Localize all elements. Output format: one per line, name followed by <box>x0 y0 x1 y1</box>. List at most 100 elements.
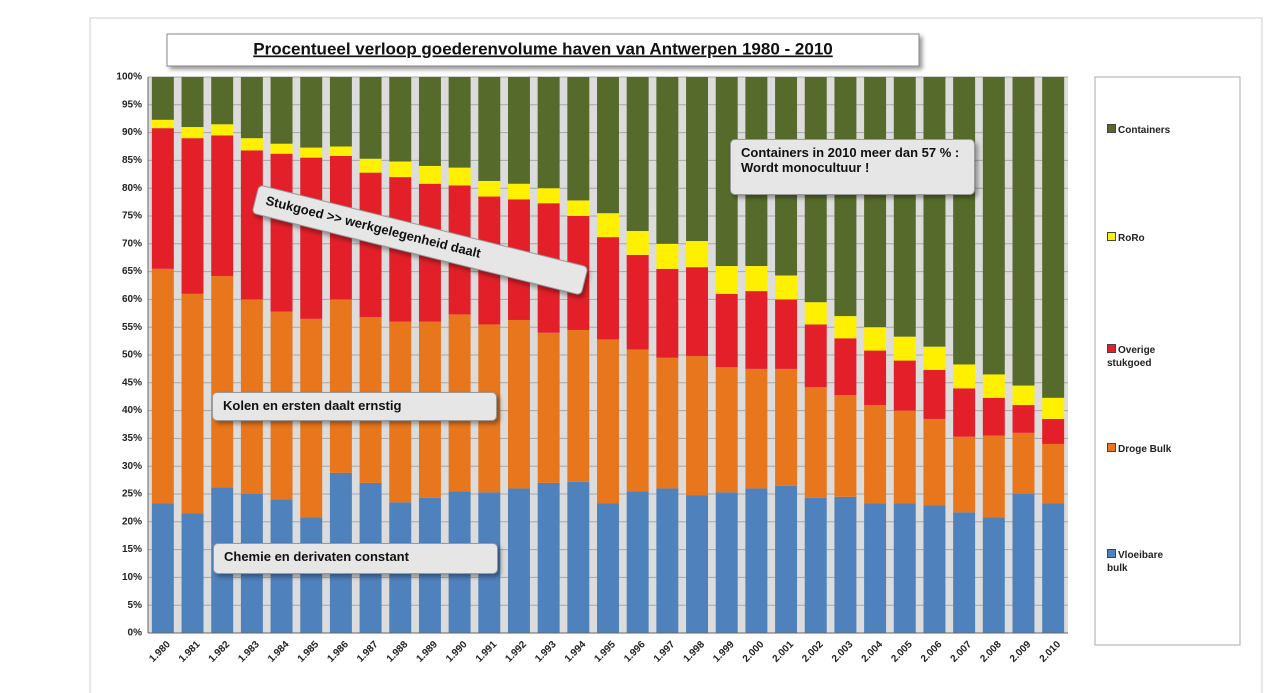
legend-label: Containers <box>1118 125 1171 136</box>
bar-segment <box>597 77 619 214</box>
bar-segment <box>270 143 293 154</box>
x-tick-label: 1.991 <box>474 639 500 665</box>
bar-segment <box>300 157 323 319</box>
bar-segment <box>834 338 857 396</box>
bar-segment <box>329 77 352 147</box>
bar-segment <box>715 367 738 493</box>
bar-segment <box>418 77 441 166</box>
bar-segment <box>537 77 560 189</box>
x-tick-label: 2.010 <box>1038 639 1064 665</box>
bar-segment <box>982 374 1005 398</box>
x-tick-label: 1.985 <box>296 639 322 665</box>
y-tick-label: 65% <box>122 266 142 277</box>
bar-segment <box>804 497 827 633</box>
y-tick-label: 45% <box>122 377 142 388</box>
bar-segment <box>567 77 590 201</box>
bar-segment <box>656 357 679 489</box>
bar-segment <box>864 77 887 328</box>
bar-segment <box>240 150 263 300</box>
y-tick-label: 35% <box>122 433 142 444</box>
legend-entry: Overige stukgoed <box>1107 344 1177 370</box>
y-tick-label: 85% <box>122 155 142 166</box>
bar-segment <box>1042 77 1065 398</box>
bar-segment <box>953 388 976 437</box>
y-tick-label: 40% <box>122 405 142 416</box>
y-tick-label: 70% <box>122 238 142 249</box>
bar-segment <box>775 299 798 369</box>
x-tick-label: 1.987 <box>355 639 381 665</box>
bar-segment <box>923 346 946 371</box>
legend-swatch <box>1107 549 1116 558</box>
x-tick-label: 1.980 <box>147 639 173 665</box>
bar-segment <box>1012 405 1035 433</box>
x-tick-label: 2.002 <box>800 639 826 665</box>
x-tick-label: 2.009 <box>1008 639 1034 665</box>
x-tick-label: 1.998 <box>682 639 708 665</box>
bar-segment <box>626 254 649 350</box>
bar-segment <box>181 127 204 139</box>
bar-segment <box>300 147 323 158</box>
annotation: Containers in 2010 meer dan 57 % : Wordt… <box>730 139 975 195</box>
bar-segment <box>864 327 887 351</box>
bar-segment <box>893 410 916 504</box>
bar-segment <box>982 77 1005 375</box>
bar-segment <box>775 485 798 633</box>
bar-segment <box>864 405 887 504</box>
bar-segment <box>1042 418 1065 444</box>
bar-segment <box>715 293 738 368</box>
bar-segment <box>626 349 649 492</box>
y-tick-label: 25% <box>122 489 142 500</box>
annotation: Kolen en ersten daalt ernstig <box>212 392 497 421</box>
x-tick-label: 2.006 <box>919 639 945 665</box>
bar-segment <box>270 153 293 312</box>
bar-segment <box>448 167 471 186</box>
legend-entry: Vloeibare bulk <box>1107 549 1177 575</box>
bar-segment <box>537 188 560 204</box>
bar-segment <box>389 161 412 178</box>
bar-segment <box>686 495 709 633</box>
bar-segment <box>1042 503 1065 633</box>
legend-entry: Containers <box>1107 124 1177 137</box>
bar-segment <box>686 241 709 268</box>
bar-segment <box>953 364 976 389</box>
x-tick-label: 1.983 <box>236 639 262 665</box>
x-tick-label: 1.999 <box>711 639 737 665</box>
y-tick-label: 50% <box>122 350 142 361</box>
y-tick-label: 95% <box>122 99 142 110</box>
bar-segment <box>329 146 352 156</box>
bar-segment <box>864 503 887 633</box>
y-tick-label: 100% <box>116 72 142 83</box>
bar-segment <box>1042 397 1065 419</box>
bar-segment <box>982 435 1005 518</box>
bar-segment <box>567 329 590 482</box>
bar-segment <box>656 77 679 244</box>
bar-segment <box>211 276 234 488</box>
bar-segment <box>834 395 857 497</box>
x-tick-label: 2.001 <box>771 639 797 665</box>
bar-segment <box>834 77 857 317</box>
bar-segment <box>656 243 679 269</box>
bar-segment <box>686 77 709 242</box>
x-tick-label: 1.984 <box>266 639 292 665</box>
y-tick-label: 60% <box>122 294 142 305</box>
legend-entry: RoRo <box>1107 232 1177 245</box>
y-tick-label: 20% <box>122 516 142 527</box>
x-tick-label: 1.981 <box>177 639 203 665</box>
bar-segment <box>745 488 768 633</box>
bar-segment <box>626 491 649 633</box>
bar-segment <box>715 492 738 633</box>
x-tick-label: 1.989 <box>414 639 440 665</box>
bar-segment <box>567 481 590 633</box>
bar-segment <box>1012 432 1035 494</box>
frame <box>89 17 1263 693</box>
y-tick-label: 90% <box>122 127 142 138</box>
legend-swatch <box>1107 443 1116 452</box>
x-tick-label: 1.996 <box>622 639 648 665</box>
bar-segment <box>181 138 204 294</box>
bar-segment <box>537 332 560 483</box>
bar-segment <box>537 482 560 633</box>
x-tick-label: 2.004 <box>860 639 886 665</box>
legend-entry: Droge Bulk <box>1107 443 1177 456</box>
bar-segment <box>953 436 976 513</box>
bar-segment <box>804 324 827 388</box>
